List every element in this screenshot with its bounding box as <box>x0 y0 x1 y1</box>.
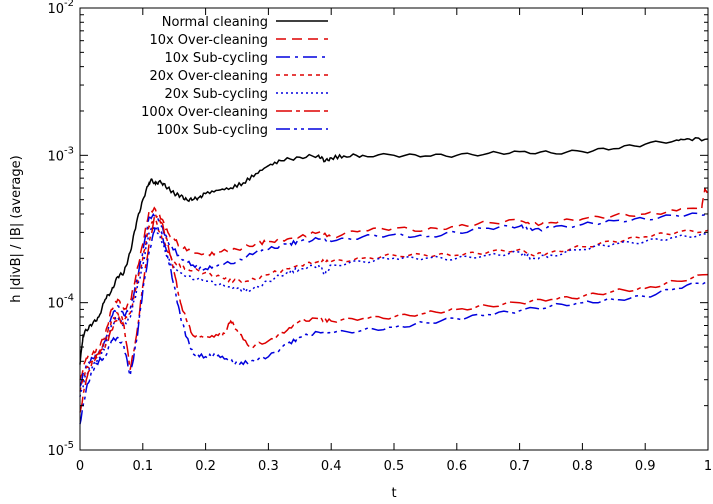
series-line-1 <box>79 137 709 365</box>
x-tick-label: 0.6 <box>446 459 467 474</box>
plot-area <box>79 137 709 425</box>
y-tick-label: 10-4 <box>47 293 74 312</box>
x-tick-label: 0.1 <box>132 459 153 474</box>
y-axis-title: h |divB| / |B| (average) <box>9 155 24 302</box>
series-line-7 <box>79 225 709 425</box>
legend-label: 20x Sub-cycling <box>164 87 268 102</box>
series-line-3 <box>79 212 709 387</box>
legend-label: 10x Sub-cycling <box>164 51 268 66</box>
y-tick-label: 10-2 <box>47 0 74 17</box>
x-tick-label: 0.4 <box>321 459 342 474</box>
x-tick-label: 0.9 <box>635 459 656 474</box>
x-tick-label: 0.2 <box>195 459 216 474</box>
x-tick-label: 0.3 <box>258 459 279 474</box>
legend-label: 20x Over-cleaning <box>149 69 268 84</box>
x-tick-label: 0.5 <box>384 459 405 474</box>
x-tick-label: 0.8 <box>572 459 593 474</box>
x-tick-label: 1 <box>704 459 712 474</box>
axes: 0 0.1 0.2 0.3 0.4 0.5 0.6 0.7 0.8 0.9 1 10-5 10-4 10-… <box>47 0 712 474</box>
legend-label: Normal cleaning <box>162 15 268 30</box>
legend-label: 10x Over-cleaning <box>149 33 268 48</box>
x-tick-label: 0.7 <box>509 459 530 474</box>
x-tick-label: 0 <box>76 459 84 474</box>
y-tick-label: 10-5 <box>47 440 74 459</box>
y-tick-label: 10-3 <box>47 145 74 164</box>
series-line-6 <box>79 211 709 413</box>
legend-label: 100x Over-cleaning <box>141 105 268 120</box>
legend: Normal cleaning 10x Over-cleaning 10x Sub-… <box>141 15 328 138</box>
x-axis-title: t <box>391 486 396 501</box>
legend-label: 100x Sub-cycling <box>156 123 268 138</box>
series-line-2 <box>79 187 709 380</box>
